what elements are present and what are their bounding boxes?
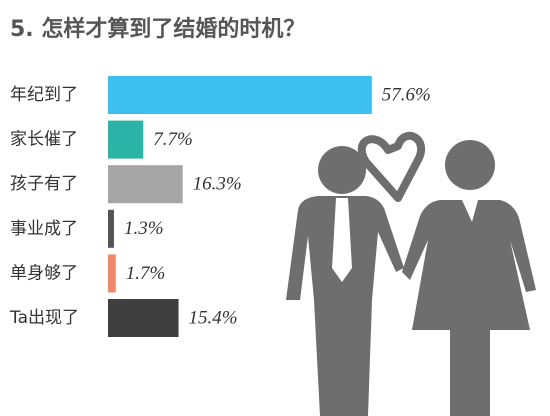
category-label: 孩子有了 [10,174,78,194]
category-label: 事业成了 [10,219,78,239]
bar [108,120,144,159]
category-label: 年纪到了 [10,85,78,105]
bar [108,76,372,114]
value-label: 16.3% [193,174,242,195]
bar [108,165,183,204]
value-label: 1.3% [124,218,164,239]
couple-illustration [286,131,536,416]
category-label: 家长催了 [10,130,78,150]
category-label: Ta出现了 [9,308,79,328]
bar [108,299,179,337]
value-label: 15.4% [189,307,238,328]
value-label: 7.7% [153,129,193,150]
chart-title: 5. 怎样才算到了结婚的时机？ [10,16,305,42]
bar [108,254,116,293]
value-label: 1.7% [126,263,166,284]
value-label: 57.6% [382,84,431,105]
category-label: 单身够了 [10,263,78,283]
bar [108,209,114,248]
